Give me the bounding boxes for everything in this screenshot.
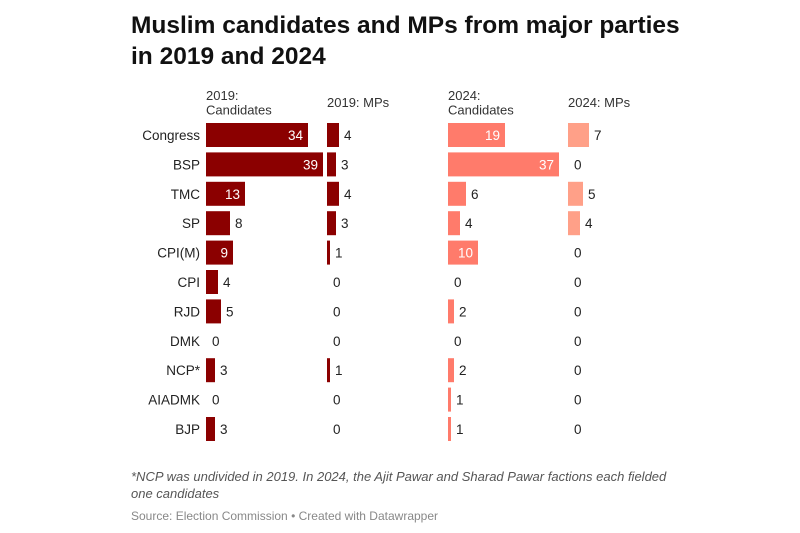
- m2019-bar: [327, 358, 330, 383]
- m2019-value-label: 0: [333, 334, 341, 349]
- credit-text: Created with Datawrapper: [298, 509, 439, 523]
- c2024-value-label: 1: [456, 422, 464, 437]
- footnote: *NCP was undivided in 2019. In 2024, the…: [131, 469, 667, 501]
- c2024-value-label: 37: [539, 157, 554, 172]
- c2019-bar: [206, 417, 215, 441]
- m2019-value-label: 0: [333, 393, 341, 408]
- category-label: BSP: [173, 157, 200, 172]
- c2024-value-label: 10: [458, 246, 473, 261]
- c2019-value-label: 8: [235, 216, 243, 231]
- c2019-value-label: 3: [220, 363, 228, 378]
- c2019-value-label: 3: [220, 422, 228, 437]
- c2019-bar: [206, 270, 218, 294]
- category-label: BJP: [175, 422, 200, 437]
- c2024-value-label: 1: [456, 393, 464, 408]
- category-label: RJD: [174, 304, 200, 319]
- category-label: SP: [182, 216, 200, 231]
- c2024-value-label: 2: [459, 363, 467, 378]
- c2024-value-label: 19: [485, 128, 500, 143]
- c2019-value-label: 34: [288, 128, 304, 143]
- c2019-bar: [206, 123, 308, 147]
- m2024-value-label: 0: [574, 275, 582, 290]
- c2019-value-label: 0: [212, 334, 220, 349]
- c2024-bar: [448, 181, 466, 206]
- c2024-bar: [448, 123, 505, 147]
- m2024-bar: [568, 181, 583, 206]
- c2019-value-label: 39: [303, 157, 318, 172]
- m2024-value-label: 0: [574, 246, 582, 261]
- c2024-bar: [448, 387, 451, 412]
- c2024-header: Candidates: [448, 103, 514, 118]
- c2024-value-label: 2: [459, 304, 467, 319]
- m2024-value-label: 0: [574, 393, 582, 408]
- c2024-value-label: 6: [471, 187, 479, 202]
- c2019-value-label: 13: [225, 187, 240, 202]
- c2019-bar: [206, 358, 215, 383]
- m2024-value-label: 0: [574, 304, 582, 319]
- m2024-value-label: 0: [574, 422, 582, 437]
- c2024-bar: [448, 358, 454, 383]
- m2019-header: 2019: MPs: [327, 95, 390, 110]
- m2019-value-label: 3: [341, 157, 349, 172]
- m2019-bar: [327, 123, 339, 147]
- source-line: Source: Election Commission • Created wi…: [131, 509, 439, 523]
- c2024-value-label: 4: [465, 216, 473, 231]
- m2019-value-label: 4: [344, 187, 352, 202]
- m2019-bar: [327, 211, 336, 236]
- category-label: AIADMK: [148, 393, 200, 408]
- m2024-value-label: 4: [585, 216, 593, 231]
- category-label: TMC: [171, 187, 200, 202]
- m2024-value-label: 5: [588, 187, 596, 202]
- category-label: CPI: [177, 275, 200, 290]
- m2019-bar: [327, 152, 336, 177]
- c2019-bar: [206, 299, 221, 324]
- category-label: NCP*: [166, 363, 201, 378]
- m2024-value-label: 0: [574, 157, 582, 172]
- c2024-value-label: 0: [454, 334, 462, 349]
- category-label: Congress: [142, 128, 200, 143]
- category-label: CPI(M): [157, 246, 200, 261]
- c2019-header: Candidates: [206, 103, 272, 118]
- category-label: DMK: [170, 334, 200, 349]
- c2019-bar: [206, 211, 230, 236]
- c2024-value-label: 0: [454, 275, 462, 290]
- c2024-header: 2024:: [448, 88, 481, 103]
- source-text: Source: Election Commission: [131, 509, 288, 523]
- m2019-value-label: 3: [341, 216, 349, 231]
- c2024-bar: [448, 240, 478, 265]
- m2019-value-label: 4: [344, 128, 352, 143]
- m2019-value-label: 0: [333, 422, 341, 437]
- m2024-bar: [568, 123, 589, 147]
- c2024-bar: [448, 152, 559, 177]
- m2024-bar: [568, 211, 580, 236]
- m2024-value-label: 0: [574, 363, 582, 378]
- m2019-value-label: 1: [335, 246, 343, 261]
- c2019-bar: [206, 152, 323, 177]
- m2024-value-label: 0: [574, 334, 582, 349]
- c2024-bar: [448, 417, 451, 441]
- chart-title: Muslim candidates and MPs from major par…: [131, 12, 680, 70]
- c2019-bar: [206, 181, 245, 206]
- c2024-bar: [448, 299, 454, 324]
- c2019-value-label: 5: [226, 304, 234, 319]
- m2024-header: 2024: MPs: [568, 95, 631, 110]
- c2019-header: 2019:: [206, 88, 239, 103]
- m2019-value-label: 0: [333, 304, 341, 319]
- c2019-bar: [206, 240, 233, 265]
- c2019-value-label: 4: [223, 275, 231, 290]
- c2024-bar: [448, 211, 460, 236]
- c2019-value-label: 9: [220, 246, 228, 261]
- m2019-bar: [327, 181, 339, 206]
- c2019-value-label: 0: [212, 393, 220, 408]
- m2024-value-label: 7: [594, 128, 602, 143]
- m2019-value-label: 0: [333, 275, 341, 290]
- m2019-value-label: 1: [335, 363, 343, 378]
- m2019-bar: [327, 240, 330, 265]
